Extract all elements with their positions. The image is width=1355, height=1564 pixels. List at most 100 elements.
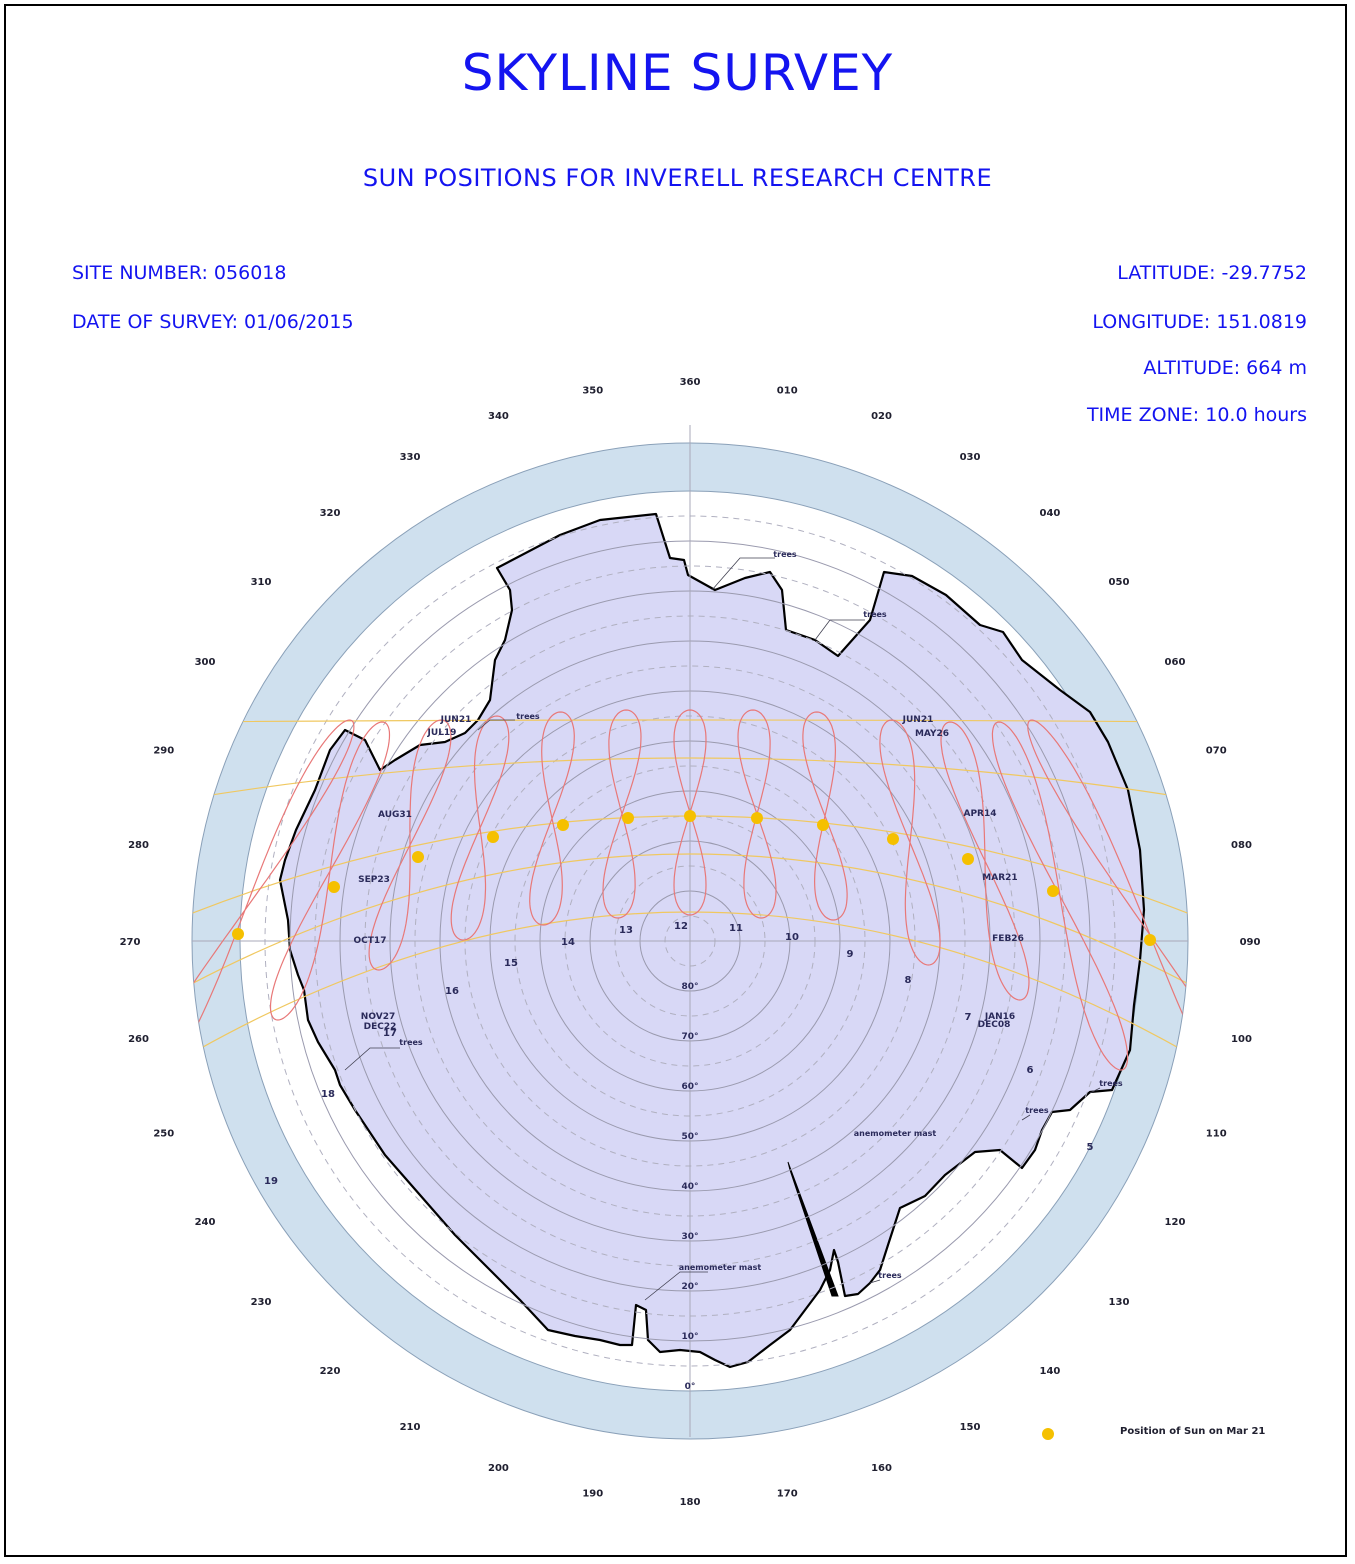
azimuth-label: 330	[400, 452, 421, 463]
obstruction-leader	[344, 1047, 400, 1071]
date-label: JUN21	[440, 715, 472, 725]
obstruction-label: trees	[399, 1038, 423, 1047]
azimuth-label: 300	[195, 657, 216, 668]
azimuth-label: 130	[1109, 1297, 1130, 1308]
azimuth-label: 120	[1165, 1217, 1186, 1228]
date-label: MAR21	[982, 873, 1017, 883]
obstruction-label: trees	[1025, 1106, 1049, 1115]
date-label: JUN21	[902, 715, 934, 725]
altitude-label: 30°	[681, 1232, 698, 1242]
hour-label: 8	[905, 975, 912, 986]
obstruction-labels: trees trees trees trees trees trees trees anemo…	[344, 550, 1123, 1301]
azimuth-label: 220	[320, 1366, 341, 1377]
obstruction-label: trees	[863, 610, 887, 619]
altitude-label: 60°	[681, 1082, 698, 1092]
azimuth-label: 320	[320, 508, 341, 519]
date-label: SEP23	[358, 875, 390, 885]
azimuth-label: 230	[251, 1297, 272, 1308]
sun-positions-mar21	[232, 810, 1156, 946]
obstruction-leader	[1089, 1087, 1101, 1094]
obstruction-label: trees	[878, 1271, 902, 1280]
azimuth-labels: 360 010 020 030 040 050 060 070 080 090 100 110 120 1…	[120, 377, 1261, 1508]
analemma	[1027, 719, 1188, 1151]
longitude: LONGITUDE: 151.0819	[1092, 311, 1307, 333]
obstruction-leader	[477, 719, 515, 731]
sun-position-dot	[751, 812, 763, 824]
sun-position-dot	[887, 833, 899, 845]
site-number: SITE NUMBER: 056018	[72, 262, 287, 284]
sun-position-dot	[232, 928, 244, 940]
azimuth-label: 140	[1040, 1366, 1061, 1377]
hour-label: 11	[729, 923, 743, 934]
page-subtitle: SUN POSITIONS FOR INVERELL RESEARCH CENT…	[362, 164, 993, 192]
hour-label: 13	[619, 925, 633, 936]
altitude-label: 50°	[681, 1132, 698, 1142]
latitude: LATITUDE: -29.7752	[1117, 262, 1307, 284]
sun-position-dot	[487, 831, 499, 843]
declination-arc	[192, 853, 1188, 991]
azimuth-label: 080	[1231, 840, 1252, 851]
azimuth-label: 360	[680, 377, 701, 388]
sun-position-dot	[962, 853, 974, 865]
azimuth-label: 090	[1240, 937, 1261, 948]
analemma	[673, 709, 707, 916]
altitude-label: 40°	[681, 1182, 698, 1192]
analemma	[802, 711, 848, 921]
date-label: MAY26	[915, 729, 949, 739]
altitude-label: 10°	[681, 1332, 698, 1342]
analemma-curves	[192, 709, 1188, 1151]
hour-label: 14	[561, 937, 575, 948]
hour-label: 12	[674, 921, 688, 932]
azimuth-label: 150	[960, 1422, 981, 1433]
azimuth-label: 100	[1231, 1034, 1252, 1045]
hour-label: 5	[1087, 1142, 1094, 1153]
date-label: OCT17	[354, 936, 387, 946]
analemma	[529, 711, 575, 926]
altitude: ALTITUDE: 664 m	[1143, 357, 1307, 379]
altitude-label: 0°	[685, 1382, 696, 1392]
azimuth-label: 340	[488, 411, 509, 422]
azimuth-label: 200	[488, 1463, 509, 1474]
azimuth-label: 070	[1206, 745, 1227, 756]
azimuth-label: 060	[1165, 657, 1186, 668]
sun-position-dot	[412, 851, 424, 863]
azimuth-label: 050	[1109, 577, 1130, 588]
azimuth-label: 040	[1040, 508, 1061, 519]
azimuth-label: 170	[777, 1488, 798, 1499]
azimuth-label: 110	[1206, 1129, 1227, 1140]
obstruction-label: anemometer mast	[679, 1263, 762, 1272]
azimuth-label: 180	[680, 1497, 701, 1508]
sun-position-dot	[557, 819, 569, 831]
sun-position-dot	[328, 881, 340, 893]
analemma	[269, 721, 391, 1021]
legend-label: Position of Sun on Mar 21	[1120, 1426, 1265, 1437]
obstruction-leader	[869, 1279, 881, 1284]
azimuth-label: 020	[871, 411, 892, 422]
analemma	[368, 719, 452, 971]
analemma	[940, 721, 1030, 1001]
date-label: JUL19	[427, 728, 457, 738]
sun-position-dot	[817, 819, 829, 831]
survey-date: DATE OF SURVEY: 01/06/2015	[72, 311, 354, 333]
hour-label: 16	[445, 986, 459, 997]
obstruction-label: trees	[773, 550, 797, 559]
obstruction-label: trees	[1099, 1079, 1123, 1088]
azimuth-label: 260	[128, 1034, 149, 1045]
anemometer-mast-shape	[787, 1161, 839, 1297]
sun-position-dot	[1144, 934, 1156, 946]
azimuth-label: 350	[582, 386, 603, 397]
sun-position-dot	[1047, 885, 1059, 897]
hour-label: 6	[1027, 1065, 1034, 1076]
date-label: DEC22	[364, 1022, 397, 1032]
page-title: SKYLINE SURVEY	[461, 44, 894, 102]
sun-position-dot	[622, 812, 634, 824]
declination-arc	[192, 719, 1188, 723]
date-label: AUG31	[378, 810, 412, 820]
azimuth-label: 160	[871, 1463, 892, 1474]
page-frame	[4, 4, 1347, 1557]
azimuth-label: 210	[400, 1422, 421, 1433]
obstruction-leader	[711, 557, 775, 591]
date-label: JAN16	[984, 1012, 1015, 1022]
